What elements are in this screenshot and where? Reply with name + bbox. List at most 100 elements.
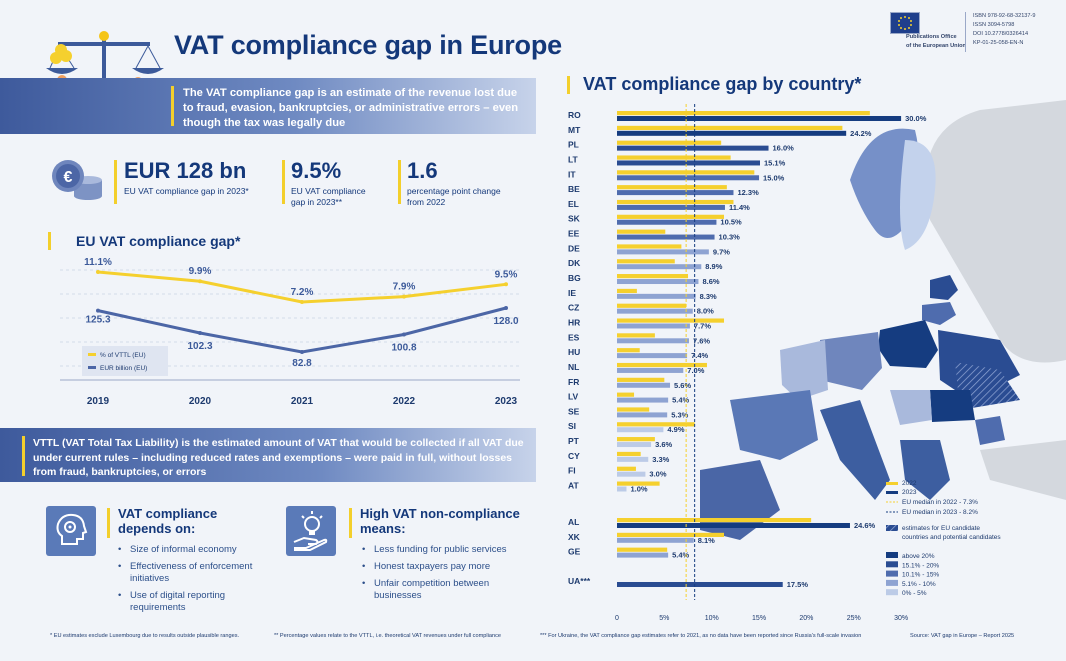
bar-value-label: 3.0% (649, 470, 666, 479)
bar-2023 (617, 537, 694, 543)
country-label: RO (568, 110, 581, 120)
data-label-pct: 9.5% (495, 269, 518, 280)
bar-value-label: 5.3% (671, 410, 688, 419)
kpi-accent (114, 160, 117, 204)
data-label-eur: 125.3 (85, 315, 110, 326)
kpi-gap-amount: EUR 128 bn (124, 158, 247, 183)
legend-swatch-2022 (886, 482, 898, 485)
x-tick-label: 2020 (189, 396, 212, 407)
publisher-name: Publications Office of the European Unio… (906, 33, 966, 51)
x-tick-label: 2022 (393, 396, 416, 407)
bar-2023 (617, 456, 649, 462)
bar-2023 (617, 367, 684, 373)
noncompliance-heading: High VAT non-compliance means: (360, 506, 520, 536)
doi-line: DOI 10.2778/0326414 (973, 31, 1029, 37)
legend-label-class: 0% - 5% (902, 590, 927, 597)
head-gears-icon (56, 513, 88, 545)
bar-2022 (617, 318, 725, 323)
banner-accent (171, 86, 174, 126)
bar-value-label: 3.3% (652, 455, 669, 464)
bar-2022 (617, 214, 725, 219)
legend-label-pct: % of VTTL (EU) (100, 352, 146, 359)
vttl-banner (0, 428, 536, 482)
country-label: SE (568, 406, 580, 416)
kpi-accent (282, 160, 285, 204)
line-chart-accent (48, 232, 51, 250)
data-point-eur (96, 308, 100, 313)
legend-label-median-2022: EU median in 2022 - 7.3% (902, 499, 978, 506)
noncompliance-icon-box (286, 506, 336, 556)
line-chart: 11.1% 125.3 2019 9.9% 102.3 2020 7.2% 82.8 2021 7… (60, 257, 520, 407)
bar-2022 (617, 377, 665, 382)
legend-label-candidates: estimates for EU candidate countries and … (902, 525, 1001, 541)
legend-label-candidates-line: estimates for EU candidate (902, 525, 980, 532)
data-point-pct (300, 300, 304, 304)
kpi-gap-amount-label: EU VAT compliance gap in 2023* (124, 186, 249, 196)
x-tick-label: 25% (847, 615, 861, 622)
bar-2023 (617, 486, 627, 492)
bar-2023 (617, 442, 652, 448)
country-label: CY (568, 451, 580, 461)
legend-box (82, 346, 168, 376)
depends-item: Use of digital reporting requirements (118, 590, 270, 613)
legend-swatch-class (886, 570, 898, 577)
bar-value-label: 15.0% (763, 173, 785, 182)
legend-swatch-candidates (886, 525, 898, 531)
bar-2022 (617, 274, 689, 279)
bar-2022 (617, 392, 635, 397)
bar-value-label: 10.5% (720, 218, 742, 227)
legend-label-candidates-line: countries and potential candidates (902, 534, 1001, 541)
bar-2022 (617, 547, 668, 552)
data-label-eur: 102.3 (187, 341, 212, 352)
europe-map (700, 100, 1066, 540)
bar-chart-title: VAT compliance gap by country* (583, 74, 862, 94)
bar-value-label: 5.4% (672, 551, 689, 560)
bar-value-label: 3.6% (655, 440, 672, 449)
country-label: BE (568, 184, 580, 194)
bar-2022 (617, 170, 755, 175)
bar-2023 (617, 145, 769, 151)
legend-swatch-2023 (886, 491, 898, 494)
bar-2023 (617, 323, 690, 329)
bar-2022 (617, 140, 722, 145)
data-label-pct: 11.1% (84, 257, 112, 268)
country-label: ES (568, 332, 580, 342)
publisher-line-2: of the European Union (906, 43, 966, 49)
bar-2023 (617, 116, 902, 121)
bar-2023 (617, 219, 717, 225)
eu-stars-icon (898, 16, 912, 30)
data-label-eur: 82.8 (292, 358, 312, 369)
x-tick-label: 30% (894, 615, 908, 622)
bar-2022 (617, 362, 707, 368)
bar-2022 (617, 348, 640, 353)
bar-2022 (617, 259, 675, 264)
bar-chart-accent (567, 76, 570, 94)
footnote-1: * EU estimates exclude Luxembourg due to… (50, 633, 240, 639)
footnote-2: ** Percentage values relate to the VTTL,… (274, 633, 501, 639)
country-label: FI (568, 466, 576, 476)
depends-icon-box (46, 506, 96, 556)
kpi-gap-percent: 9.5% (291, 158, 342, 183)
depends-heading: VAT compliance depends on: (118, 506, 218, 536)
bar-2023 (617, 552, 669, 558)
country-label: SK (568, 214, 581, 224)
line-chart-title: EU VAT compliance gap* (76, 233, 241, 249)
bar-2023 (617, 523, 850, 528)
legend-label-class: above 20% (902, 553, 935, 560)
kpi-change: 1.6 (407, 158, 438, 183)
bar-value-label: 8.6% (702, 277, 719, 286)
bar-2023 (617, 234, 715, 240)
country-label: GE (568, 547, 581, 557)
legend-label-class: 5.1% - 10% (902, 581, 936, 588)
country-label: PL (568, 140, 579, 150)
isbn-line: ISBN 978-92-68-32137-9 (973, 13, 1036, 19)
banner-text: The VAT compliance gap is an estimate of… (183, 87, 519, 129)
bar-value-label: 8.0% (697, 307, 714, 316)
footnote-3: *** For Ukraine, the VAT compliance gap … (540, 633, 862, 639)
eu-flag-logo (890, 12, 920, 34)
country-label: XK (568, 532, 581, 542)
bar-2023 (617, 427, 664, 433)
bar-value-label: 7.6% (693, 336, 710, 345)
bar-2023 (617, 190, 734, 196)
x-tick-label: 0 (615, 615, 619, 622)
